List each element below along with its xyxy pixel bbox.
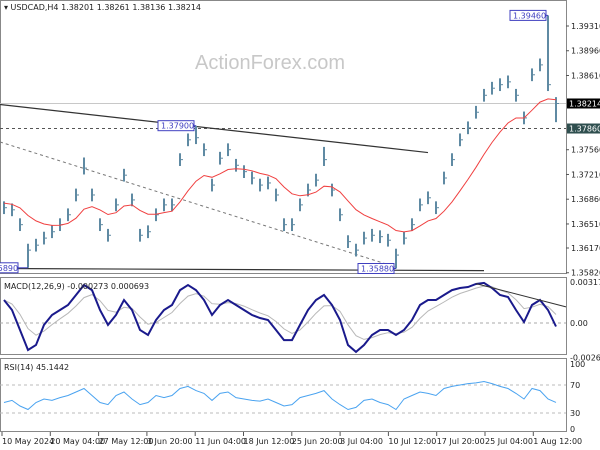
time-tick-label: 3 Jun 20:00 <box>147 437 193 446</box>
chart-header: ▾ USDCAD,H4 1.38201 1.38261 1.38136 1.38… <box>4 3 201 12</box>
main-panel <box>0 0 567 274</box>
macd-trendline <box>475 283 567 308</box>
time-tick-label: 25 Jun 20:00 <box>292 437 343 446</box>
trendline <box>0 103 429 154</box>
price-annotation-label: 1.35880 <box>361 265 394 274</box>
price-annotation-label: 1.35890 <box>0 264 18 273</box>
price-tick-label: 1.38610 <box>571 71 600 80</box>
price-annotation-box <box>0 262 19 274</box>
time-tick-label: 11 Jun 04:00 <box>195 437 246 446</box>
price-annotation-box <box>157 120 195 132</box>
rsi-line <box>3 380 557 411</box>
current-price-badge-label: 1.38214 <box>569 99 600 108</box>
moving-average-line <box>3 98 557 233</box>
time-tick-label: 27 May 12:00 <box>99 437 154 446</box>
rsi-tick-label: 30 <box>570 409 580 418</box>
time-tick-label: 18 Jun 12:00 <box>244 437 295 446</box>
price-tick-label: 1.36170 <box>571 244 600 253</box>
price-tick-label: 1.37560 <box>571 146 600 155</box>
macd-line <box>3 281 557 354</box>
time-tick-label: 25 Jul 04:00 <box>485 437 533 446</box>
macd-tick-label: -0.00268 <box>570 354 600 363</box>
time-tick-label: 10 May 2024 <box>2 437 54 446</box>
macd-tick-label: 0.00 <box>570 319 588 328</box>
price-annotation-box <box>509 9 547 21</box>
rsi-panel <box>0 358 567 432</box>
current-price-badge <box>567 98 600 109</box>
price-tick-label: 1.38960 <box>571 47 600 56</box>
price-tick-label: 1.37210 <box>571 170 600 179</box>
price-tick-label: 1.36510 <box>571 220 600 229</box>
macd-tick-label: 0.003175 <box>570 278 600 287</box>
macd-panel <box>0 277 567 355</box>
watermark: ActionForex.com <box>195 52 345 74</box>
rsi-tick-label: 0 <box>570 425 575 434</box>
rsi-tick-label: 70 <box>570 381 580 390</box>
price-tick-label: 1.35820 <box>571 269 600 278</box>
support-level-badge <box>567 123 600 134</box>
rsi-label: RSI(14) 45.1442 <box>4 363 69 372</box>
rsi-tick-label: 100 <box>570 360 585 369</box>
trendline <box>0 267 485 272</box>
time-tick-label: 1 Aug 12:00 <box>533 437 582 446</box>
price-annotation-label: 1.37900 <box>161 122 194 131</box>
price-annotation-label: 1.39460 <box>513 11 546 20</box>
price-tick-label: 1.39310 <box>571 22 600 31</box>
time-tick-label: 3 Jul 04:00 <box>340 437 383 446</box>
price-tick-label: 1.36860 <box>571 195 600 204</box>
price-annotation-box <box>357 263 395 275</box>
time-tick-label: 20 May 04:00 <box>50 437 105 446</box>
macd-label: MACD(12,26,9) -0.000273 0.000693 <box>4 282 149 291</box>
time-tick-label: 17 Jul 20:00 <box>437 437 485 446</box>
support-level-badge-label: 1.37860 <box>569 125 600 134</box>
time-tick-label: 10 Jul 12:00 <box>388 437 436 446</box>
